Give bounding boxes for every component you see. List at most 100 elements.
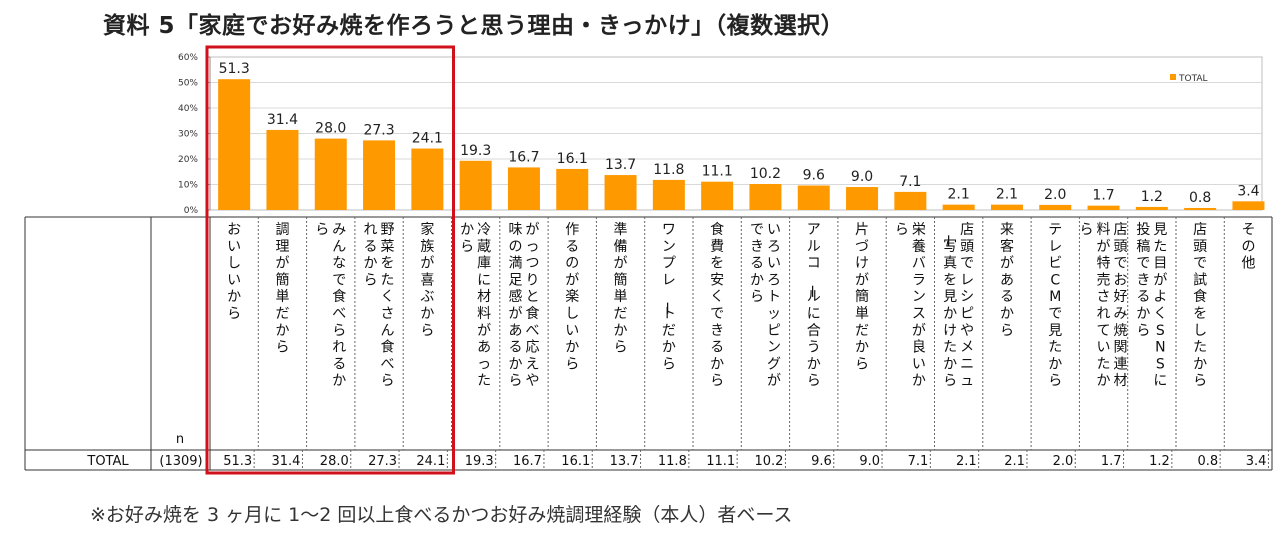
bar-value-label: 11.8 <box>653 162 684 178</box>
category-label: みんなで食べられるから <box>315 222 346 389</box>
bar-value-label: 24.1 <box>412 131 443 147</box>
bar-value-label: 9.0 <box>851 169 873 185</box>
bar-value-label: 1.2 <box>1141 189 1163 205</box>
table-cell-value: 9.0 <box>859 454 880 469</box>
bar <box>652 179 685 210</box>
bar <box>411 148 444 210</box>
category-label: 調理が簡単だから <box>275 222 289 356</box>
bar-value-label: 19.3 <box>460 143 491 159</box>
category-label: 冷蔵庫に材料があったから <box>460 222 491 389</box>
table-cell-value: 11.8 <box>658 454 687 469</box>
legend-swatch <box>1170 74 1176 80</box>
bar-value-label: 27.3 <box>363 122 394 138</box>
table-cell-value: 51.3 <box>223 454 252 469</box>
table-cell-value: 13.7 <box>610 454 639 469</box>
y-tick-label: 20% <box>178 155 198 165</box>
bar <box>797 185 830 210</box>
y-tick-label: 60% <box>178 53 198 63</box>
category-label: 作るのが楽しいから <box>565 222 579 372</box>
category-label: いろいろトッピングができるから <box>750 222 781 389</box>
legend-label: TOTAL <box>1178 74 1208 84</box>
category-label: その他 <box>1241 222 1255 272</box>
category-label: がっつりと食べ応えや味の満足感があるから <box>508 222 539 389</box>
bar <box>363 140 396 210</box>
category-label: テレビ C M で見たから <box>1048 222 1062 389</box>
table-cell-value: 2.1 <box>1004 454 1025 469</box>
bar <box>1087 205 1120 210</box>
bar-value-label: 3.4 <box>1237 183 1259 199</box>
table-cell-value: 0.8 <box>1197 454 1218 469</box>
table-cell-value: 1.2 <box>1149 454 1170 469</box>
bar-value-label: 7.1 <box>899 174 921 190</box>
category-label: 店頭でお好み焼関連材料が特売されていたから <box>1080 222 1128 389</box>
bar <box>218 79 251 210</box>
category-label: 店頭でレシピやメニュー写真を見かけたから <box>939 222 974 389</box>
footnote: ※お好み焼を 3 ヶ月に 1～2 回以上食べるかつお好み焼調理経験（本人）者ベー… <box>90 504 793 526</box>
table-cell-value: 28.0 <box>320 454 349 469</box>
category-label: おいしいから <box>227 222 241 322</box>
bar <box>894 191 927 210</box>
category-label: 野菜をたくさん食べられるから <box>364 222 395 389</box>
bar-value-label: 9.6 <box>803 168 825 184</box>
bar <box>942 204 975 210</box>
table-cell-value: 7.1 <box>908 454 929 469</box>
y-tick-label: 0% <box>184 206 199 216</box>
bar <box>314 138 347 210</box>
bar-value-label: 10.2 <box>750 166 781 182</box>
bar <box>1232 201 1265 210</box>
category-label: 栄養バランスが良いから <box>895 222 926 389</box>
bar <box>846 187 879 210</box>
bar-chart: 0% 10% 20% 30% 40% 50% 60% TOTAL 51.3 31.4 28.0 27.… <box>24 45 1273 475</box>
table-cell-value: 2.1 <box>956 454 977 469</box>
table-cell-value: 24.1 <box>416 454 445 469</box>
bar <box>556 168 589 210</box>
category-label: アルコールに合うから <box>803 222 821 389</box>
table-cell-value: 16.7 <box>513 454 542 469</box>
bar <box>990 204 1023 210</box>
bar <box>701 181 734 210</box>
category-label: 来客があるから <box>1000 222 1014 339</box>
bar-value-label: 11.1 <box>702 164 733 180</box>
bar-value-label: 13.7 <box>605 157 636 173</box>
bar-value-label: 2.1 <box>948 187 970 203</box>
table-cell-value: 19.3 <box>465 454 494 469</box>
bar-value-label: 31.4 <box>267 112 298 128</box>
bar <box>749 183 782 210</box>
bar-value-label: 2.0 <box>1044 187 1066 203</box>
table-cell-value: 16.1 <box>561 454 590 469</box>
bar-value-label: 16.7 <box>508 149 539 165</box>
table-cell-value: 11.1 <box>706 454 735 469</box>
category-label: 準備が簡単だから <box>614 222 628 356</box>
y-tick-label: 40% <box>178 104 198 114</box>
table-cell-value: 10.2 <box>754 454 783 469</box>
page-title: 資料 5「家庭でお好み焼を作ろうと思う理由・きっかけ」（複数選択） <box>103 13 845 39</box>
category-label: 店頭で試食をしたから <box>1193 222 1207 389</box>
bar <box>1039 204 1072 210</box>
total-row-n: (1309) <box>159 454 202 469</box>
bar-value-label: 28.0 <box>315 121 346 137</box>
category-label: 見た目がよく S N S に投稿できるから <box>1136 222 1167 389</box>
bar <box>507 167 540 210</box>
category-label: 家族が喜ぶから <box>420 221 434 339</box>
n-header: n <box>176 432 184 447</box>
table-cell-value: 31.4 <box>271 454 300 469</box>
bar-value-label: 1.7 <box>1092 188 1114 204</box>
table-cell-value: 1.7 <box>1101 454 1122 469</box>
y-tick-label: 10% <box>178 181 198 191</box>
highlight-box <box>205 45 455 475</box>
table-cell-value: 27.3 <box>368 454 397 469</box>
table-cell-value: 3.4 <box>1246 454 1267 469</box>
table-cell-value: 2.0 <box>1053 454 1074 469</box>
bar-value-label: 16.1 <box>557 151 588 167</box>
y-tick-label: 50% <box>178 79 198 89</box>
bar <box>266 129 299 210</box>
bar <box>459 160 492 210</box>
bar <box>1135 206 1168 210</box>
y-tick-label: 30% <box>178 130 198 140</box>
category-label: ワンプレートだから <box>658 222 676 372</box>
bar-value-label: 51.3 <box>219 61 250 77</box>
bar-value-label: 0.8 <box>1189 190 1211 206</box>
bar-value-label: 2.1 <box>996 187 1018 203</box>
table-cell-value: 9.6 <box>811 454 832 469</box>
category-label: 片づけが簡単だから <box>855 222 869 372</box>
